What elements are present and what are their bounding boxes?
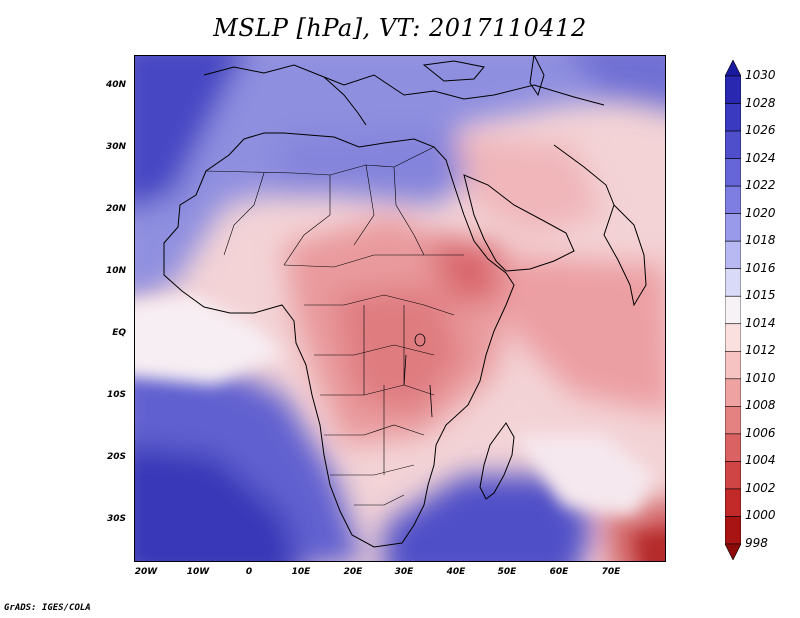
lon-label-30e: 30E bbox=[394, 567, 414, 577]
field-low-ethiopia bbox=[424, 235, 504, 305]
colorbar-tick-label: 1012 bbox=[745, 343, 776, 358]
colorbar-segment bbox=[725, 103, 741, 132]
chart-title: MSLP [hPa], VT: 2017110412 bbox=[213, 14, 587, 42]
colorbar-tick-label: 1002 bbox=[745, 480, 776, 495]
madagascar bbox=[479, 422, 515, 500]
lat-label-30s: 30S bbox=[106, 514, 126, 524]
india bbox=[603, 204, 647, 307]
lon-label-20e: 20E bbox=[343, 567, 363, 577]
field-high-north bbox=[134, 55, 666, 299]
field-low-se-core bbox=[634, 529, 666, 562]
lat-label-eq: EQ bbox=[112, 328, 126, 338]
colorbar-segment bbox=[725, 488, 741, 517]
lon-label-0: 0 bbox=[245, 567, 253, 577]
colorbar-segment bbox=[725, 185, 741, 214]
colorbar-segment bbox=[725, 350, 741, 380]
colorbar-segment bbox=[725, 323, 741, 352]
colorbar-segment bbox=[725, 433, 741, 462]
colorbar-tick-label: 1006 bbox=[745, 425, 776, 440]
field-band-eq-light bbox=[134, 295, 284, 385]
colorbar-tick-label: 1018 bbox=[745, 233, 776, 248]
colorbar-tick-label: 1015 bbox=[745, 288, 776, 303]
lon-label-60e: 60E bbox=[549, 567, 569, 577]
colorbar-arrow-top bbox=[725, 60, 741, 77]
lat-label-20n: 20N bbox=[105, 204, 126, 214]
colorbar-tick-label: 1008 bbox=[745, 398, 776, 413]
colorbar-tick-label: 998 bbox=[745, 536, 768, 550]
field-high-nw bbox=[134, 55, 244, 209]
colorbar-tick-label: 1020 bbox=[745, 205, 776, 220]
colorbar-tick-label: 1014 bbox=[745, 315, 776, 330]
field-high-satl-core bbox=[134, 447, 298, 562]
colorbar-segment bbox=[725, 461, 741, 490]
colorbar-tick-label: 1024 bbox=[745, 150, 776, 165]
colorbar-segment bbox=[725, 213, 741, 242]
colorbar-tick-label: 1016 bbox=[745, 260, 776, 275]
colorbar-segment bbox=[725, 130, 741, 159]
map-border bbox=[134, 55, 666, 562]
caspian bbox=[529, 55, 545, 97]
coastlines bbox=[163, 55, 647, 548]
arabian-peninsula bbox=[463, 174, 575, 272]
colorbar-segment bbox=[725, 406, 741, 435]
colorbar-arrow-bottom bbox=[725, 543, 741, 560]
colorbar bbox=[725, 60, 741, 560]
colorbar-segment bbox=[725, 240, 741, 270]
lon-label-70e: 70E bbox=[601, 567, 621, 577]
field-low-indian-ocean bbox=[494, 255, 666, 414]
colorbar-segment bbox=[725, 75, 741, 104]
colorbar-segment bbox=[725, 268, 741, 297]
field-high-sio bbox=[384, 475, 594, 562]
colorbar-tick-label: 1028 bbox=[745, 95, 776, 110]
field-band-sub-light bbox=[514, 435, 654, 515]
colorbar-tick-label: 1030 bbox=[745, 68, 776, 82]
lat-label-10n: 10N bbox=[105, 266, 126, 276]
lat-label-40n: 40N bbox=[105, 80, 126, 90]
lon-label-40e: 40E bbox=[446, 567, 466, 577]
lat-label-30n: 30N bbox=[105, 142, 126, 152]
colorbar-tick-label: 1010 bbox=[745, 370, 776, 385]
field-low-arabia bbox=[454, 135, 604, 235]
lakes bbox=[403, 333, 433, 418]
lon-label-10w: 10W bbox=[186, 567, 210, 577]
country-borders bbox=[205, 146, 464, 506]
lon-label-50e: 50E bbox=[497, 567, 517, 577]
lon-label-20w: 20W bbox=[134, 567, 158, 577]
lon-label-10e: 10E bbox=[291, 567, 311, 577]
lat-label-10s: 10S bbox=[106, 390, 126, 400]
colorbar-tick-label: 1022 bbox=[745, 178, 776, 193]
colorbar-segment bbox=[725, 516, 741, 545]
colorbar-segment bbox=[725, 158, 741, 187]
italy bbox=[323, 76, 367, 126]
colorbar-tick-label: 1004 bbox=[745, 453, 776, 468]
field-high-ne bbox=[570, 55, 666, 109]
africa-coastline bbox=[163, 132, 515, 548]
credit-text: GrADS: IGES/COLA bbox=[4, 603, 91, 613]
colorbar-segment bbox=[725, 295, 741, 325]
colorbar-tick-label: 1026 bbox=[745, 123, 776, 138]
field-high-sahara bbox=[274, 130, 494, 205]
colorbar-segment bbox=[725, 378, 741, 407]
colorbar-tick-label: 1000 bbox=[745, 508, 776, 523]
asia-coast bbox=[553, 144, 615, 206]
black-sea bbox=[422, 60, 485, 82]
lat-label-20s: 20S bbox=[106, 452, 126, 462]
europe-coast bbox=[203, 64, 605, 106]
field-low-congo bbox=[334, 285, 464, 415]
pressure-map bbox=[134, 55, 666, 562]
